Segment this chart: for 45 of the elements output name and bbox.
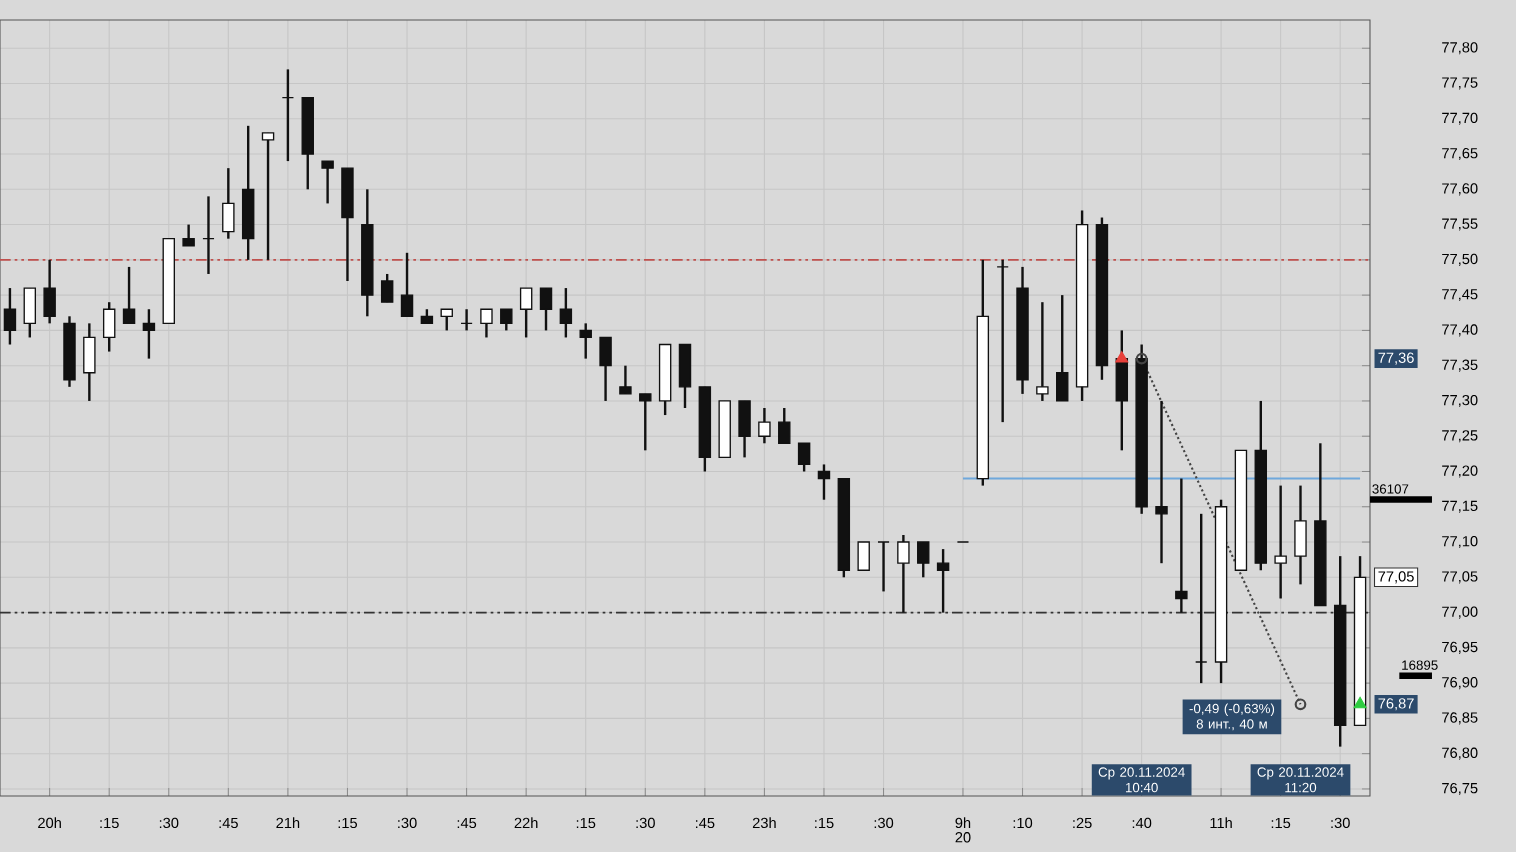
candlestick	[83, 322, 96, 403]
candlestick	[182, 223, 195, 247]
candlestick	[43, 258, 56, 325]
candlestick	[1155, 399, 1168, 565]
candlestick	[619, 364, 632, 396]
candlestick	[500, 308, 513, 332]
candlestick	[261, 131, 275, 262]
candlestick	[222, 166, 235, 240]
candlestick	[678, 343, 692, 410]
candlestick	[400, 251, 414, 318]
candlestick	[102, 300, 116, 353]
candlestick	[797, 442, 811, 473]
candlestick	[996, 258, 1009, 424]
candlestick	[897, 533, 910, 614]
candlestick	[579, 322, 592, 360]
candlestick	[281, 68, 295, 163]
candlestick	[857, 541, 870, 571]
candlestick	[1194, 512, 1208, 685]
candlestick	[877, 540, 890, 593]
candlestick	[599, 336, 612, 403]
candlestick	[480, 308, 493, 339]
candlestick	[917, 540, 930, 579]
candlestick	[1274, 484, 1287, 600]
candlestick	[23, 286, 37, 339]
candlestick	[3, 286, 17, 346]
candlestick	[559, 286, 573, 339]
candlestick	[122, 265, 136, 325]
candlestick	[380, 272, 394, 304]
candlestick	[817, 463, 831, 501]
candlestick	[936, 547, 950, 614]
candlestick	[1175, 477, 1188, 614]
candlestick	[1056, 293, 1069, 403]
candlestick	[758, 406, 771, 445]
candlestick	[1036, 300, 1049, 403]
candlestick	[321, 159, 334, 205]
candlestick	[202, 195, 215, 276]
candlestick	[639, 392, 652, 452]
candlestick	[1294, 484, 1307, 586]
candlestick	[519, 286, 533, 339]
candlestick	[738, 399, 751, 459]
candlestick	[539, 286, 553, 332]
candlestick	[142, 308, 156, 360]
candlestick	[778, 406, 791, 445]
candlestick	[440, 308, 453, 332]
candlestick	[460, 308, 473, 332]
